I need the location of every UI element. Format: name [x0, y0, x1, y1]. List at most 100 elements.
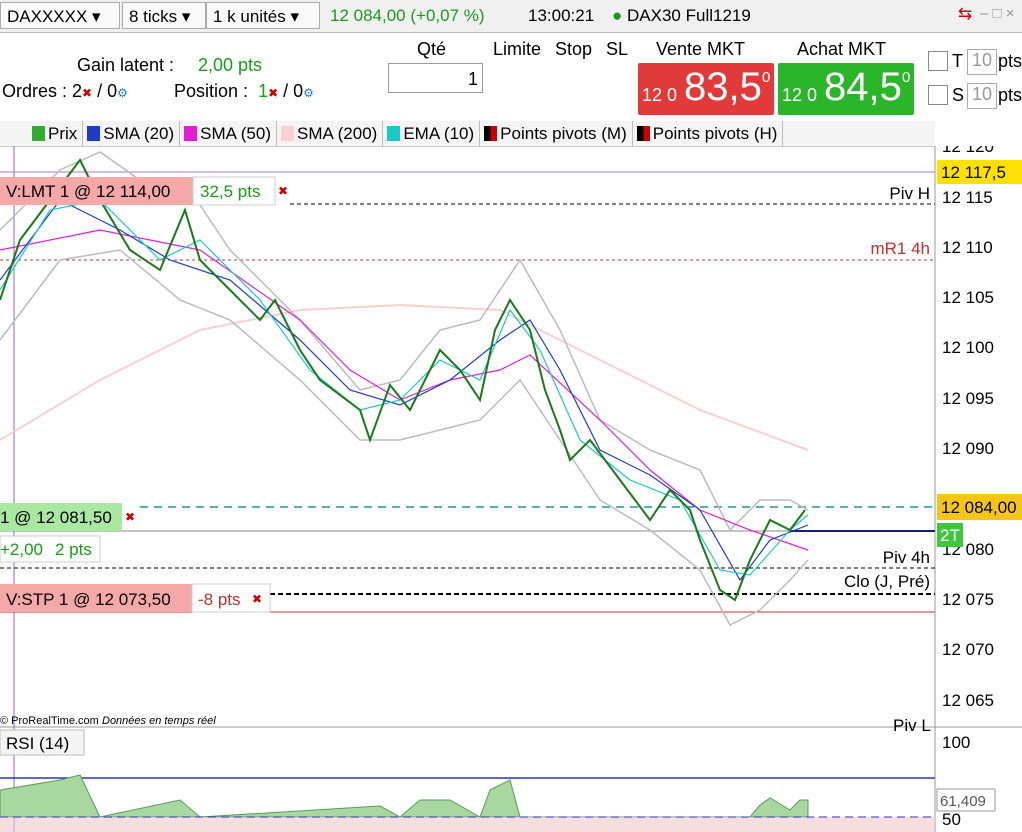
position-label: Position : — [174, 81, 249, 101]
buy-sup: 0 — [902, 69, 911, 86]
order-pts: 2 pts — [55, 540, 92, 559]
price-badge — [937, 494, 1022, 520]
icon[interactable]: ⇆ — [958, 4, 973, 23]
order-tag[interactable] — [0, 503, 122, 531]
y-tick-label: 12 075 — [942, 590, 994, 609]
level-label: Piv 4h — [883, 548, 930, 567]
window-controls[interactable]: – □ × — [980, 5, 1015, 22]
sma20-line — [0, 199, 809, 582]
contract-wrap: ● DAX30 Full1219 — [612, 6, 751, 25]
order-tag[interactable] — [0, 584, 192, 612]
buy-button[interactable]: 12 0 84,5 0 — [778, 63, 914, 115]
order-pts-box — [191, 583, 271, 613]
chart-area: V:LMT 1 @ 12 114,00 32,5 pts ✖ 1 @ 12 08… — [0, 146, 1022, 832]
y-tick-label: 12 065 — [942, 691, 994, 710]
instrument-select[interactable]: DAXXXXX ▾ — [0, 2, 120, 29]
toolbar: DAXXXXX ▾ 8 ticks ▾ 1 k unités ▾ 12 084,… — [0, 0, 1022, 33]
legend-item[interactable]: SMA (50) — [180, 121, 277, 146]
order-close[interactable]: ✖ — [278, 184, 288, 198]
legend-label: SMA (20) — [103, 124, 175, 143]
order-gain: +2,00 — [0, 540, 43, 559]
limit-label: Limite — [493, 39, 542, 59]
position: Position : 1✖ / 0⚙ — [174, 81, 314, 101]
watermark: Données en temps réel — [102, 715, 216, 727]
contract: DAX30 Full1219 — [627, 6, 751, 25]
time: 13:00:21 — [528, 6, 595, 25]
price-line — [0, 158, 806, 602]
t-unit: pts — [998, 51, 1022, 71]
marker-label: 12 117,5 — [941, 163, 1006, 182]
gain-label: Gain latent : — [77, 55, 175, 75]
t-checkbox[interactable] — [928, 51, 948, 71]
rsi-value-box — [936, 788, 996, 812]
legend-label: Prix — [48, 124, 78, 143]
order-close[interactable]: ✖ — [125, 510, 135, 524]
sl-label: SL — [606, 39, 629, 59]
legend-item[interactable]: Prix — [0, 121, 84, 146]
rsi-value: 61,409 — [940, 793, 986, 810]
sell-label: Vente MKT — [656, 39, 746, 59]
orders-label: Ordres : 2 — [2, 81, 83, 101]
t-label: T — [952, 51, 963, 71]
legend-label: SMA (50) — [200, 124, 271, 143]
level-label: Clo (J, Pré) — [844, 572, 930, 591]
legend-item[interactable]: SMA (200) — [277, 121, 384, 146]
legend-item[interactable]: SMA (20) — [83, 121, 181, 146]
y-tick-label: 12 095 — [942, 389, 994, 408]
rsi-legend[interactable] — [0, 729, 85, 756]
orders: Ordres : 2✖ / 0⚙ — [2, 81, 128, 101]
s-input[interactable]: 10 — [967, 83, 997, 109]
t-input[interactable]: 10 — [967, 49, 997, 75]
legend-label: Points pivots (H) — [652, 124, 778, 143]
y-tick-label: 12 120 — [942, 146, 994, 156]
sma200-line — [0, 303, 809, 451]
qty-input[interactable]: 1 — [388, 63, 483, 93]
s-checkbox[interactable] — [928, 85, 948, 105]
legend-item[interactable]: Points pivots (M) — [480, 121, 633, 146]
stop-label: Stop — [555, 39, 593, 59]
buy-label: Achat MKT — [797, 39, 887, 59]
level-label: mR1 4h — [870, 239, 930, 258]
rsi-tick: 100 — [942, 733, 970, 752]
orders-zero: / 0 — [97, 81, 118, 101]
price-label: 12 084,00 — [941, 498, 1017, 517]
order-close[interactable]: ✖ — [252, 592, 262, 606]
y-tick-label: 12 110 — [942, 238, 993, 257]
position-badge — [937, 523, 963, 547]
rsi-title: RSI (14) — [6, 734, 69, 753]
bollinger-upper — [0, 151, 809, 532]
gain-value: 2,00 pts — [198, 55, 263, 75]
order-pts: -8 pts — [198, 590, 241, 609]
sell-button[interactable]: 12 0 83,5 0 — [638, 63, 774, 115]
level-label: Piv H — [889, 184, 930, 203]
instrument: DAXXXXX — [7, 7, 88, 26]
y-tick-label: 12 090 — [942, 439, 994, 458]
legend-item[interactable]: EMA (10) — [383, 121, 481, 146]
rsi-area-down — [0, 817, 935, 832]
units: 1 k unités — [213, 7, 286, 26]
legend-label: SMA (200) — [297, 124, 378, 143]
units-select[interactable]: 1 k unités ▾ — [206, 2, 320, 29]
rsi-tick: 50 — [942, 810, 961, 829]
position-value: 1 — [258, 81, 269, 101]
order-pts: 32,5 pts — [200, 182, 261, 201]
marker-badge — [937, 160, 1022, 184]
rsi-area-up — [0, 774, 809, 818]
sell-sup: 0 — [762, 69, 771, 86]
legend-item[interactable]: Points pivots (H) — [633, 121, 784, 146]
price: 12 084,00 (+0,07 %) — [330, 6, 485, 25]
level-label: Piv L — [893, 716, 931, 735]
position-label: 2T — [940, 526, 960, 545]
order-tag[interactable] — [0, 177, 193, 205]
s-unit: pts — [998, 85, 1022, 105]
ticks-select[interactable]: 8 ticks ▾ — [122, 2, 206, 29]
y-tick-label: 12 105 — [942, 288, 994, 307]
buy-main: 84,5 — [824, 65, 902, 109]
buy-prefix: 12 0 — [782, 85, 818, 105]
y-tick-label: 12 115 — [942, 188, 993, 207]
position-zero: / 0 — [283, 81, 304, 101]
order-label: V:STP 1 @ 12 073,50 — [6, 590, 171, 609]
price-axis: 12 120 12 115 12 110 12 105 12 100 12 095 12 0… — [942, 146, 994, 710]
sma50-line — [0, 229, 809, 551]
bollinger-lower — [0, 249, 809, 626]
